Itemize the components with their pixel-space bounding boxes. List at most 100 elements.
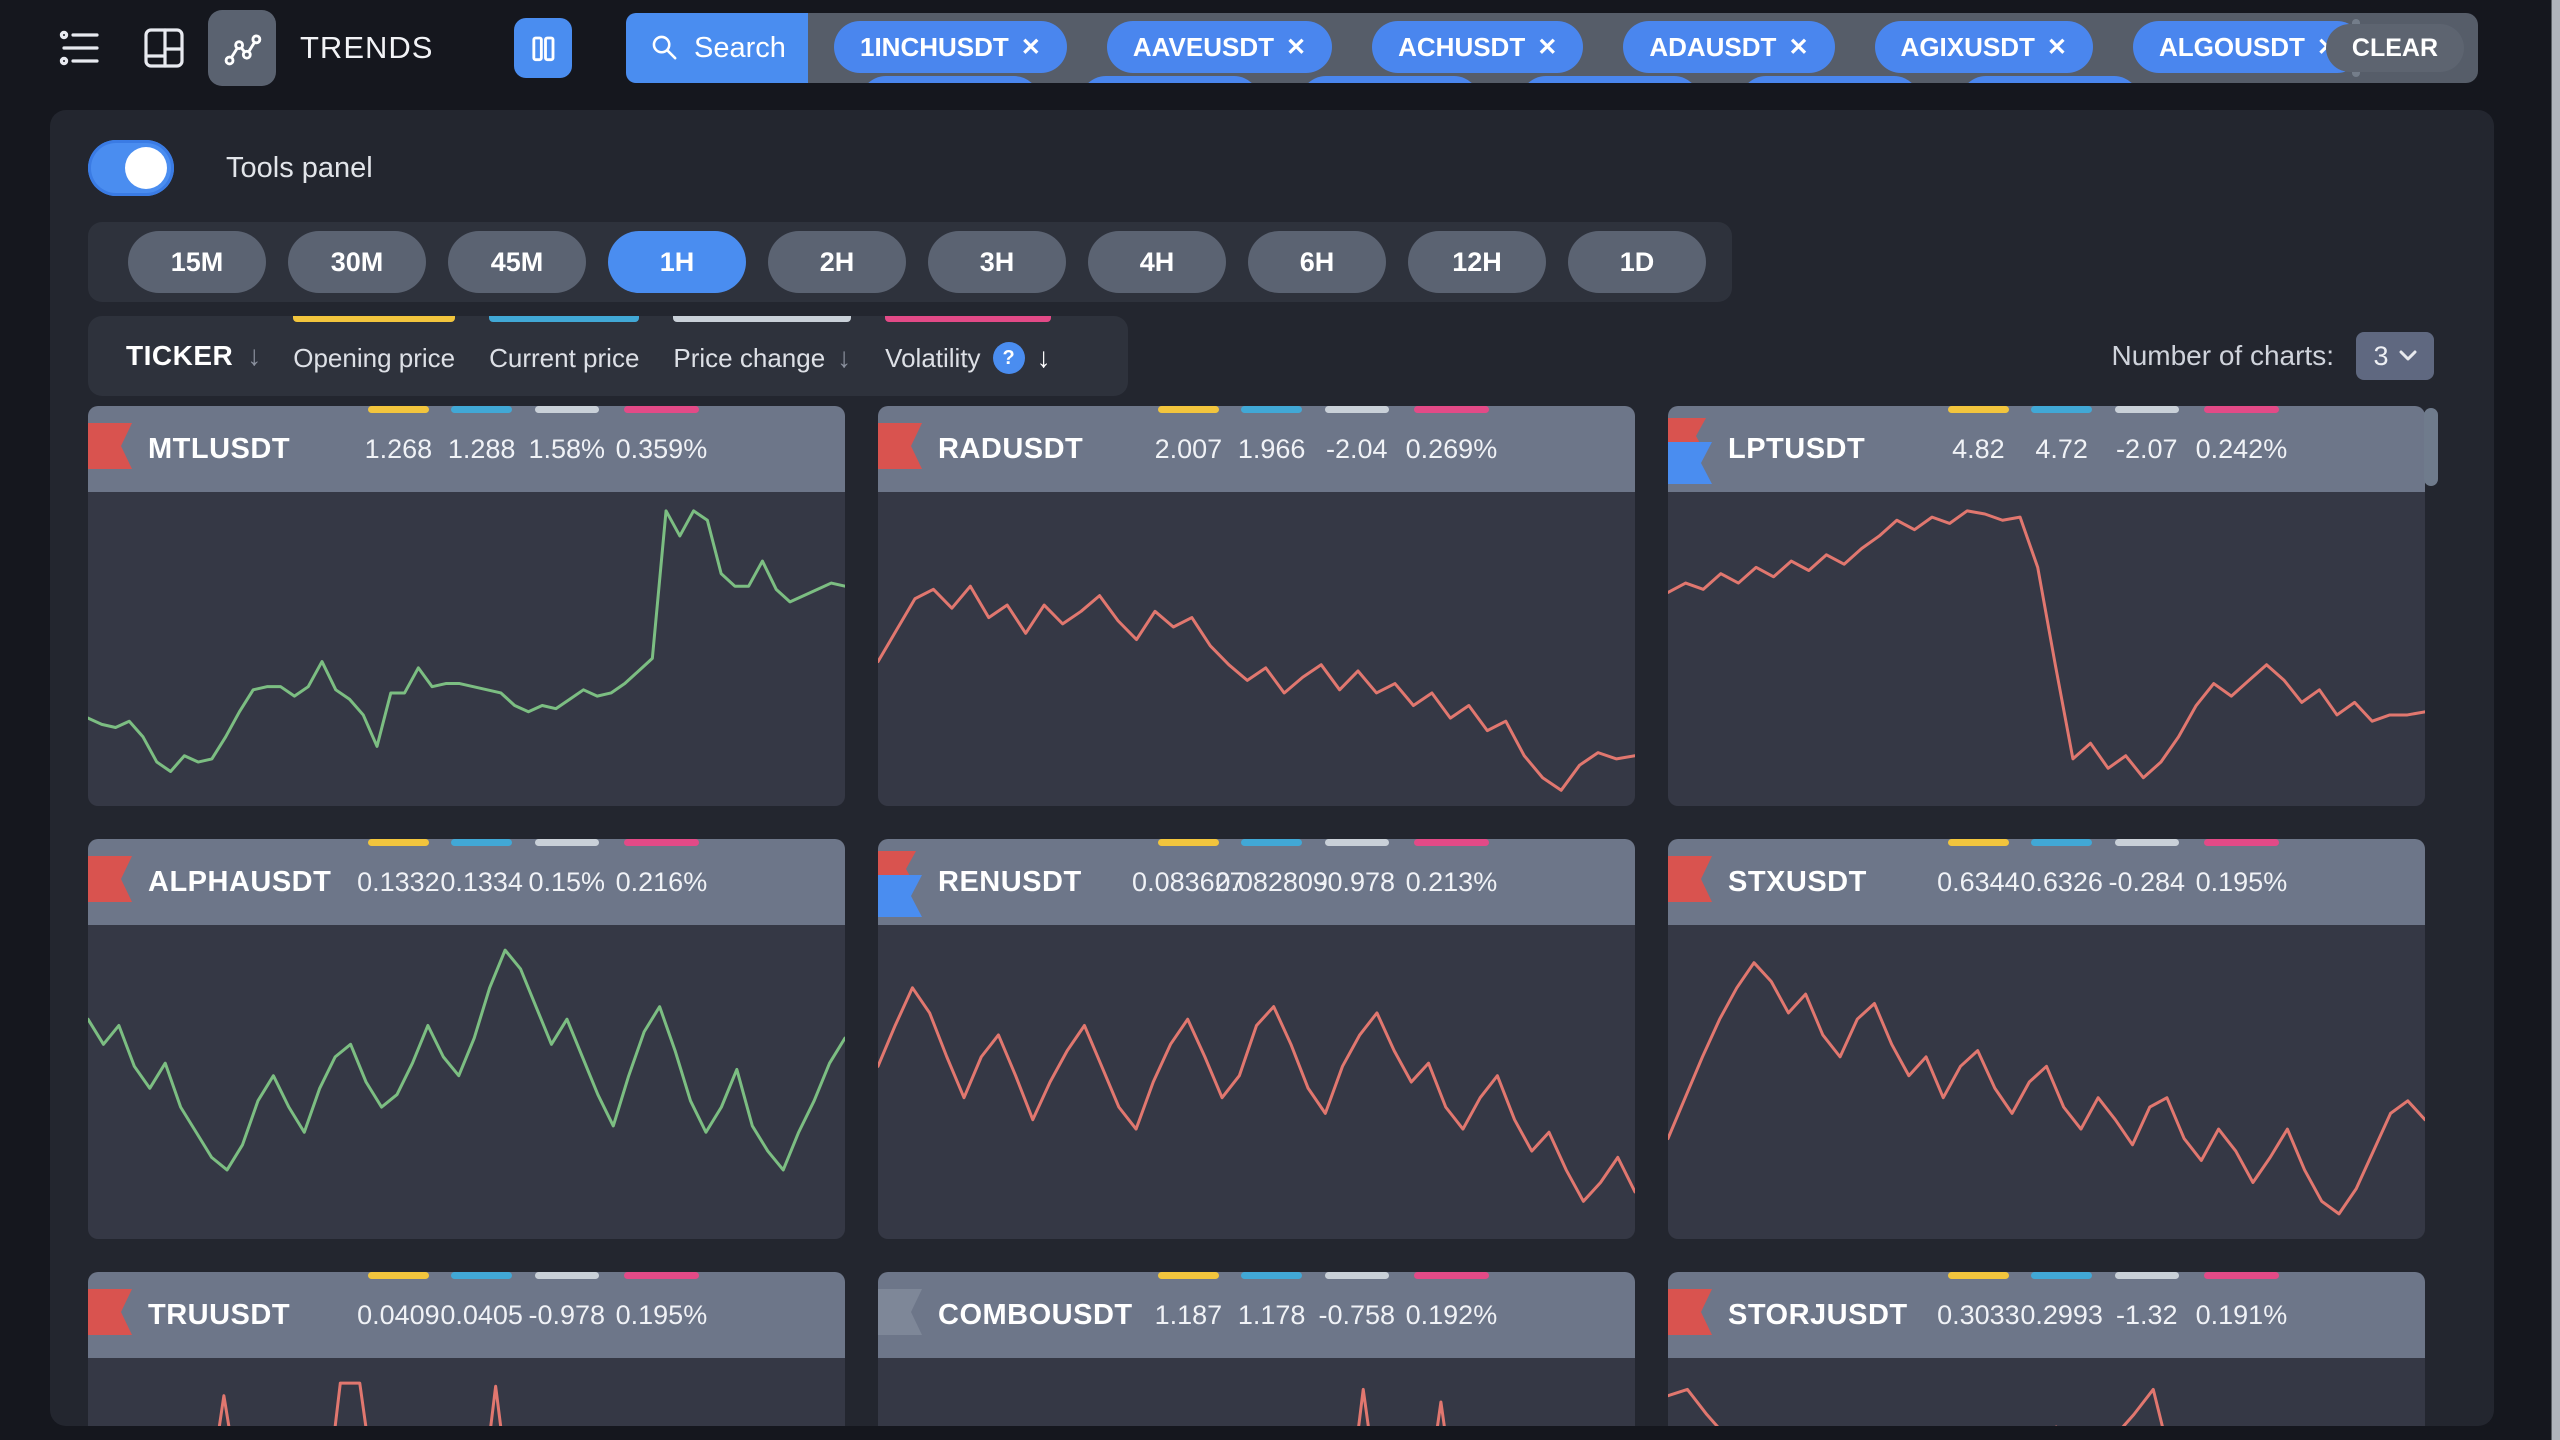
value-color-tick	[451, 839, 512, 846]
card-chart[interactable]	[878, 925, 1635, 1239]
chart-card-combousdt: COMBOUSDT 1.187 1.178 -0.758 0.192%	[878, 1272, 1635, 1426]
value-color-tick	[534, 839, 599, 846]
columns-layout-button[interactable]	[514, 18, 572, 78]
card-value: 4.82	[1941, 406, 2017, 492]
card-chart[interactable]	[1668, 925, 2425, 1239]
chip-remove-icon[interactable]: ✕	[2046, 33, 2067, 61]
sort-volatility[interactable]: Volatility? ↓	[885, 316, 1051, 396]
value-color-tick	[1324, 1272, 1389, 1279]
ticker-chip-partial[interactable]	[1960, 76, 2140, 83]
value-color-tick	[1948, 406, 2009, 413]
value-color-tick	[623, 1272, 700, 1279]
card-header[interactable]: LPTUSDT 4.82 4.72 -2.07 0.242%	[1668, 406, 2425, 492]
list-view-icon[interactable]	[56, 24, 104, 72]
sort-price-change[interactable]: Price change ↓	[673, 316, 852, 396]
value-color-tick	[368, 1272, 429, 1279]
line-chart	[1668, 925, 2425, 1239]
chip-label: ADAUSDT	[1649, 31, 1777, 62]
timeframe-1d[interactable]: 1D	[1568, 231, 1706, 293]
sort-current-price[interactable]: Current price	[489, 316, 640, 396]
ticker-chip-partial[interactable]	[1300, 76, 1480, 83]
value-color-tick	[2031, 1272, 2092, 1279]
card-value: 0.192%	[1404, 1272, 1499, 1358]
card-value: 0.0409	[357, 1272, 440, 1358]
card-header[interactable]: STORJUSDT 0.3033 0.2993 -1.32 0.191%	[1668, 1272, 2425, 1358]
watchlist-flag-icon[interactable]	[1668, 406, 1716, 492]
card-header[interactable]: STXUSDT 0.6344 0.6326 -0.284 0.195%	[1668, 839, 2425, 925]
timeframe-45m[interactable]: 45M	[448, 231, 586, 293]
line-chart	[88, 925, 845, 1239]
card-value: 0.191%	[2194, 1272, 2289, 1358]
card-header[interactable]: MTLUSDT 1.268 1.288 1.58% 0.359%	[88, 406, 845, 492]
charts-count-select[interactable]: 3	[2356, 332, 2434, 380]
watchlist-flag-icon[interactable]	[88, 1272, 136, 1358]
clear-button[interactable]: CLEAR	[2325, 24, 2464, 72]
chip-remove-icon[interactable]: ✕	[1788, 33, 1809, 61]
ticker-chip-partial[interactable]	[1080, 76, 1260, 83]
timeframe-2h[interactable]: 2H	[768, 231, 906, 293]
chart-card-radusdt: RADUSDT 2.007 1.966 -2.04 0.269%	[878, 406, 1635, 806]
watchlist-flag-icon[interactable]	[1668, 839, 1716, 925]
chip-remove-icon[interactable]: ✕	[1537, 33, 1558, 61]
card-header[interactable]: COMBOUSDT 1.187 1.178 -0.758 0.192%	[878, 1272, 1635, 1358]
grid-scrollbar-thumb[interactable]	[2424, 408, 2438, 486]
ticker-chip-partial[interactable]	[1520, 76, 1700, 83]
page-scrollbar[interactable]	[2551, 0, 2560, 1440]
watchlist-flag-icon[interactable]	[88, 839, 136, 925]
card-chart[interactable]	[88, 1358, 845, 1426]
search-button[interactable]: Search	[626, 13, 808, 83]
ticker-chip-partial[interactable]	[1740, 76, 1920, 83]
card-chart[interactable]	[878, 1358, 1635, 1426]
dashboard-grid-icon[interactable]	[140, 24, 188, 72]
chip-remove-icon[interactable]: ✕	[1286, 33, 1307, 61]
ticker-chip[interactable]: AAVEUSDT ✕	[1106, 21, 1333, 73]
sort-ticker[interactable]: TICKER ↓	[126, 340, 261, 372]
card-value: -0.284	[2107, 839, 2186, 925]
card-header[interactable]: ALPHAUSDT 0.1332 0.1334 0.15% 0.216%	[88, 839, 845, 925]
card-chart[interactable]	[88, 492, 845, 806]
timeframe-15m[interactable]: 15M	[128, 231, 266, 293]
chip-remove-icon[interactable]: ✕	[1020, 33, 1041, 61]
card-value: 0.195%	[614, 1272, 709, 1358]
help-icon[interactable]: ?	[992, 342, 1025, 374]
trends-view-icon[interactable]	[208, 10, 276, 86]
card-header[interactable]: RADUSDT 2.007 1.966 -2.04 0.269%	[878, 406, 1635, 492]
card-ticker: TRUUSDT	[148, 1298, 291, 1331]
ticker-chip[interactable]: AGIXUSDT ✕	[1874, 21, 2093, 73]
card-ticker: STXUSDT	[1728, 865, 1867, 898]
card-chart[interactable]	[1668, 1358, 2425, 1426]
value-color-tick	[2203, 406, 2280, 413]
ticker-chip[interactable]: ADAUSDT ✕	[1623, 21, 1835, 73]
card-header[interactable]: RENUSDT 0.083627 0.082809 -0.978 0.213%	[878, 839, 1635, 925]
sort-strip: TICKER ↓ Opening price Current price Price…	[88, 316, 1128, 396]
tools-panel-toggle[interactable]	[88, 140, 174, 196]
ticker-chip-partial[interactable]	[860, 76, 1040, 83]
ticker-chip-strip: 1INCHUSDT ✕ AAVEUSDT ✕ ACHUSDT ✕ ADAUSDT ✕ AGIXU…	[808, 13, 2478, 83]
timeframe-3h[interactable]: 3H	[928, 231, 1066, 293]
card-header[interactable]: TRUUSDT 0.0409 0.0405 -0.978 0.195%	[88, 1272, 845, 1358]
ticker-chip[interactable]: ACHUSDT ✕	[1372, 21, 1584, 73]
value-color-tick	[534, 406, 599, 413]
chip-label: AGIXUSDT	[1900, 31, 2035, 62]
watchlist-flag-icon[interactable]	[878, 1272, 926, 1358]
watchlist-flag-icon[interactable]	[878, 839, 926, 925]
timeframe-30m[interactable]: 30M	[288, 231, 426, 293]
card-chart[interactable]	[1668, 492, 2425, 806]
watchlist-flag-icon[interactable]	[1668, 1272, 1716, 1358]
ticker-chip[interactable]: ALGOUSDT✕	[2133, 21, 2363, 73]
timeframe-6h[interactable]: 6H	[1248, 231, 1386, 293]
value-color-tick	[2203, 1272, 2280, 1279]
card-chart[interactable]	[878, 492, 1635, 806]
sort-opening-price[interactable]: Opening price	[293, 316, 456, 396]
card-chart[interactable]	[88, 925, 845, 1239]
value-color-tick	[2031, 406, 2092, 413]
card-value: 0.1332	[357, 839, 440, 925]
ticker-chip[interactable]: 1INCHUSDT ✕	[834, 21, 1067, 73]
timeframe-12h[interactable]: 12H	[1408, 231, 1546, 293]
watchlist-flag-icon[interactable]	[878, 406, 926, 492]
timeframe-4h[interactable]: 4H	[1088, 231, 1226, 293]
timeframe-1h[interactable]: 1H	[608, 231, 746, 293]
value-color-tick	[2114, 1272, 2179, 1279]
value-color-tick	[368, 839, 429, 846]
watchlist-flag-icon[interactable]	[88, 406, 136, 492]
